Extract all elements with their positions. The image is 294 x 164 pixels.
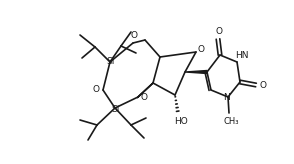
Text: CH₃: CH₃ (223, 116, 239, 125)
Text: O: O (131, 31, 138, 41)
Text: O: O (141, 93, 148, 102)
Text: O: O (260, 81, 266, 90)
Text: Si: Si (107, 57, 115, 65)
Text: O: O (198, 44, 205, 53)
Text: O: O (216, 28, 223, 37)
Text: Si: Si (112, 105, 120, 114)
Text: HO: HO (174, 117, 188, 126)
Text: O: O (93, 85, 99, 94)
Text: N: N (223, 93, 229, 102)
Polygon shape (137, 83, 153, 98)
Text: HN: HN (235, 51, 249, 60)
Polygon shape (185, 71, 207, 73)
